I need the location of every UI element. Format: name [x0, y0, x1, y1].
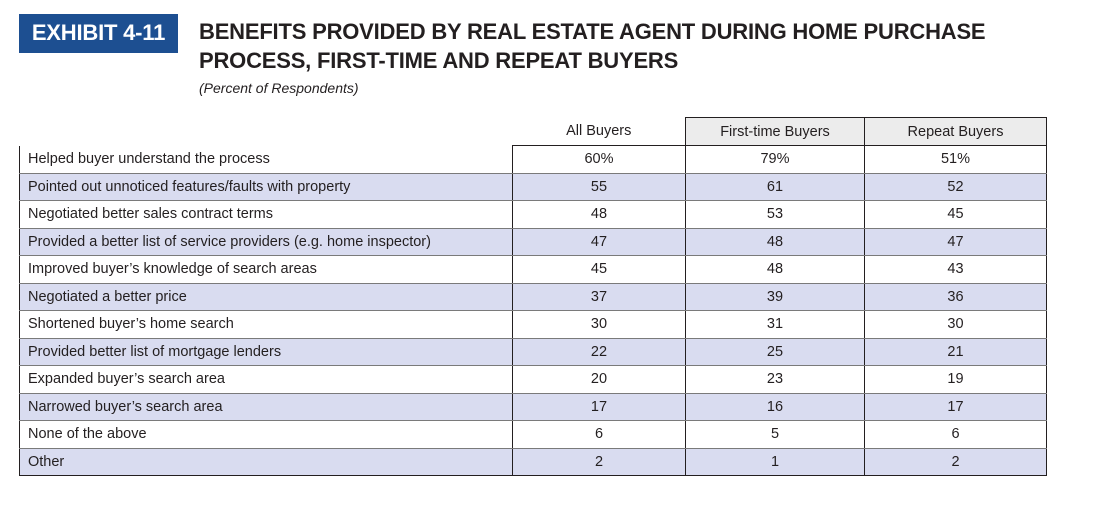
table-row: Other 2 1 2	[19, 448, 1047, 476]
table-row: Expanded buyer’s search area 20 23 19	[19, 365, 1047, 394]
column-header-repeat-buyers: Repeat Buyers	[864, 117, 1047, 146]
table-row: Improved buyer’s knowledge of search are…	[19, 255, 1047, 284]
cell-repeat-buyers: 2	[864, 448, 1047, 476]
cell-repeat-buyers: 17	[864, 393, 1047, 421]
row-label: Provided a better list of service provid…	[19, 228, 513, 256]
cell-all-buyers: 37	[512, 283, 686, 311]
table-row: Provided a better list of service provid…	[19, 228, 1047, 256]
row-label: None of the above	[19, 420, 513, 449]
benefits-table: All Buyers First-time Buyers Repeat Buye…	[19, 117, 1047, 476]
cell-first-buyers: 48	[685, 255, 865, 284]
cell-first-buyers: 16	[685, 393, 865, 421]
cell-first-buyers: 79%	[685, 145, 865, 174]
cell-all-buyers: 30	[512, 310, 686, 339]
exhibit-label: EXHIBIT 4-11	[19, 14, 178, 52]
cell-all-buyers: 2	[512, 448, 686, 476]
cell-first-buyers: 53	[685, 200, 865, 229]
table-row: Pointed out unnoticed features/faults wi…	[19, 173, 1047, 201]
cell-all-buyers: 6	[512, 420, 686, 449]
cell-all-buyers: 45	[512, 255, 686, 284]
cell-first-buyers: 25	[685, 338, 865, 366]
cell-first-buyers: 5	[685, 420, 865, 449]
table-row: Helped buyer understand the process 60% 79…	[19, 145, 1047, 174]
cell-all-buyers: 47	[512, 228, 686, 256]
header-blank-cell	[20, 118, 513, 146]
table-row: Negotiated better sales contract terms 48…	[19, 200, 1047, 229]
cell-repeat-buyers: 36	[864, 283, 1047, 311]
cell-all-buyers: 48	[512, 200, 686, 229]
cell-repeat-buyers: 43	[864, 255, 1047, 284]
cell-first-buyers: 39	[685, 283, 865, 311]
cell-first-buyers: 48	[685, 228, 865, 256]
table-row: Shortened buyer’s home search 30 31 30	[19, 310, 1047, 339]
row-label: Pointed out unnoticed features/faults wi…	[19, 173, 513, 201]
table-row: Narrowed buyer’s search area 17 16 17	[19, 393, 1047, 421]
cell-repeat-buyers: 6	[864, 420, 1047, 449]
row-label: Shortened buyer’s home search	[19, 310, 513, 339]
cell-all-buyers: 60%	[512, 145, 686, 174]
exhibit-subtitle: (Percent of Respondents)	[199, 80, 359, 96]
cell-first-buyers: 1	[685, 448, 865, 476]
table-row: Negotiated a better price 37 39 36	[19, 283, 1047, 311]
row-label: Negotiated a better price	[19, 283, 513, 311]
table-header-row: All Buyers First-time Buyers Repeat Buye…	[20, 117, 1047, 146]
cell-first-buyers: 61	[685, 173, 865, 201]
cell-repeat-buyers: 21	[864, 338, 1047, 366]
cell-all-buyers: 20	[512, 365, 686, 394]
cell-all-buyers: 17	[512, 393, 686, 421]
exhibit-title: BENEFITS PROVIDED BY REAL ESTATE AGENT D…	[199, 19, 986, 73]
cell-first-buyers: 31	[685, 310, 865, 339]
cell-all-buyers: 55	[512, 173, 686, 201]
row-label: Negotiated better sales contract terms	[19, 200, 513, 229]
cell-repeat-buyers: 45	[864, 200, 1047, 229]
cell-all-buyers: 22	[512, 338, 686, 366]
row-label: Helped buyer understand the process	[19, 145, 513, 174]
table-row: None of the above 6 5 6	[19, 420, 1047, 449]
row-label: Other	[19, 448, 513, 476]
table-row: Provided better list of mortgage lenders…	[19, 338, 1047, 366]
row-label: Provided better list of mortgage lenders	[19, 338, 513, 366]
column-header-all-buyers: All Buyers	[512, 117, 686, 146]
cell-repeat-buyers: 52	[864, 173, 1047, 201]
row-label: Improved buyer’s knowledge of search are…	[19, 255, 513, 284]
table-body: Helped buyer understand the process 60% 79…	[19, 145, 1047, 476]
row-label: Narrowed buyer’s search area	[19, 393, 513, 421]
column-header-first-time-buyers: First-time Buyers	[685, 117, 865, 146]
row-label: Expanded buyer’s search area	[19, 365, 513, 394]
cell-first-buyers: 23	[685, 365, 865, 394]
cell-repeat-buyers: 19	[864, 365, 1047, 394]
cell-repeat-buyers: 47	[864, 228, 1047, 256]
exhibit-label-underline	[19, 51, 178, 53]
cell-repeat-buyers: 51%	[864, 145, 1047, 174]
cell-repeat-buyers: 30	[864, 310, 1047, 339]
